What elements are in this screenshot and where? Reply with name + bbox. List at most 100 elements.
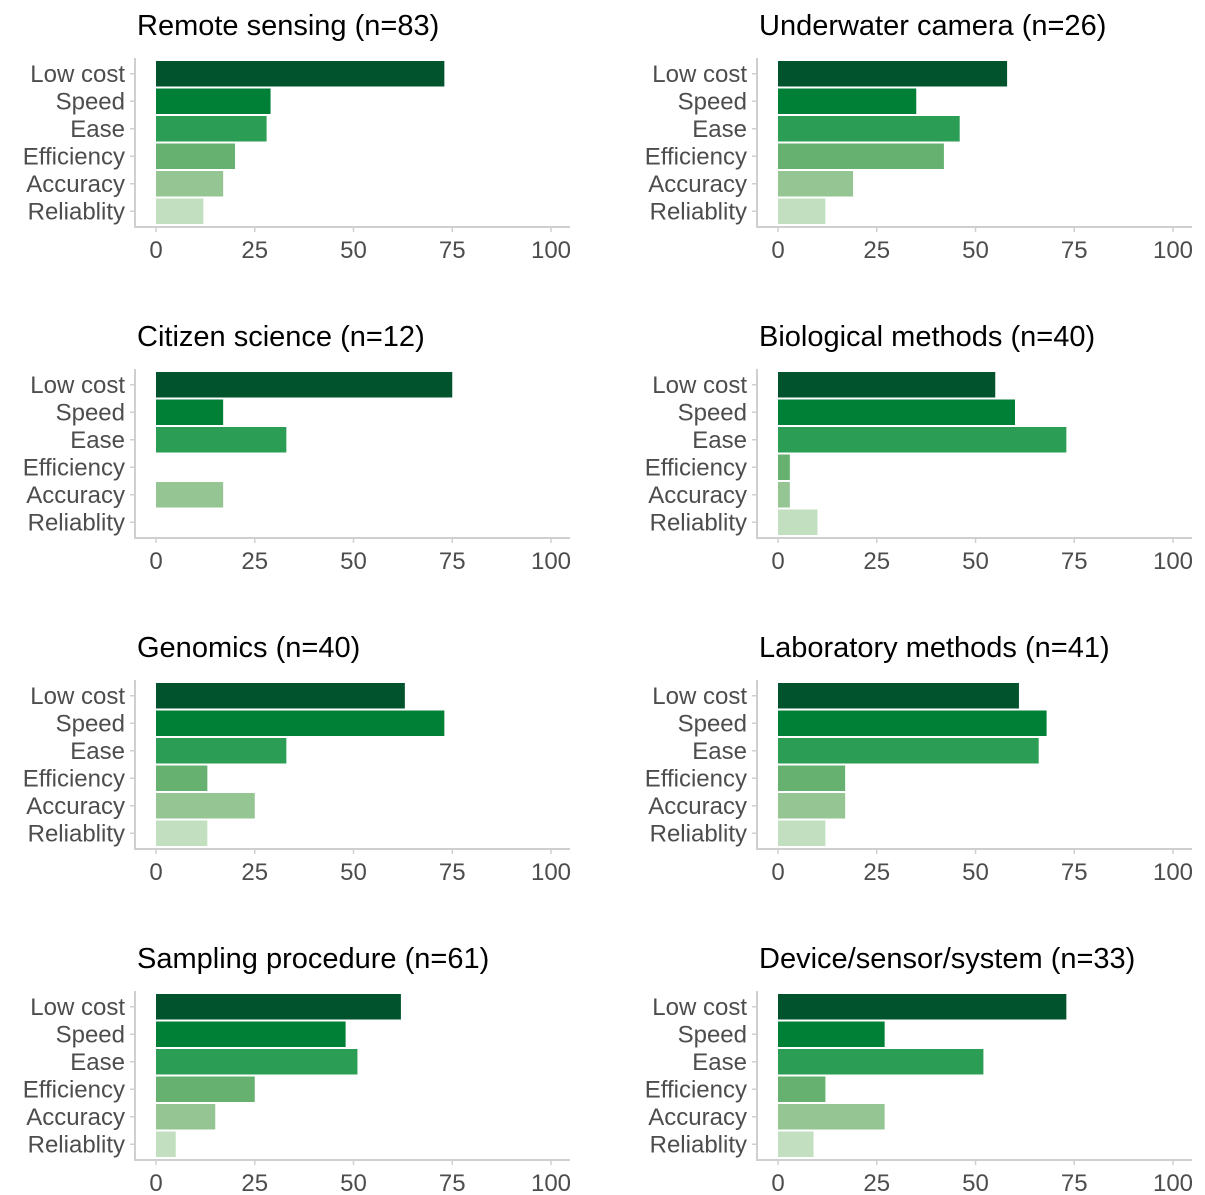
- category-label: Reliablity: [650, 509, 747, 536]
- category-label: Speed: [56, 88, 125, 115]
- x-tick-label: 75: [439, 237, 466, 264]
- bar-speed: [156, 88, 271, 114]
- category-label: Low cost: [30, 61, 125, 88]
- category-label: Efficiency: [23, 1076, 125, 1103]
- category-label: Efficiency: [645, 765, 747, 792]
- bar-ease: [778, 427, 1067, 453]
- bar-accuracy: [156, 171, 224, 197]
- x-tick-label: 100: [531, 237, 571, 264]
- category-label: Efficiency: [645, 454, 747, 481]
- category-label: Speed: [678, 88, 747, 115]
- category-label: Accuracy: [26, 1104, 125, 1131]
- category-label: Speed: [678, 710, 747, 737]
- x-tick-label: 50: [340, 237, 367, 264]
- category-label: Reliablity: [650, 820, 747, 847]
- category-label: Ease: [70, 738, 125, 765]
- category-label: Speed: [56, 399, 125, 426]
- x-tick-label: 0: [771, 548, 784, 575]
- x-tick-label: 50: [962, 1170, 989, 1195]
- x-tick-label: 0: [149, 548, 162, 575]
- panel-citizen-science: Citizen science (n=12) Low costSpeedEaseE…: [23, 321, 571, 575]
- panel-underwater-camera: Underwater camera (n=26) Low costSpeedEas…: [645, 10, 1193, 264]
- bar-speed: [156, 399, 224, 425]
- bar-ease: [156, 427, 287, 453]
- x-tick-label: 50: [340, 1170, 367, 1195]
- panel-device-sensor-system: Device/sensor/system (n=33) Low costSpeed…: [645, 943, 1193, 1195]
- category-label: Ease: [692, 738, 747, 765]
- category-label: Low cost: [30, 372, 125, 399]
- panel-laboratory-methods: Laboratory methods (n=41) Low costSpeedEa…: [645, 632, 1193, 886]
- x-tick-label: 100: [531, 548, 571, 575]
- category-label: Low cost: [30, 683, 125, 710]
- x-tick-label: 75: [1061, 548, 1088, 575]
- panel-title: Remote sensing (n=83): [137, 10, 439, 42]
- bar-speed: [156, 1021, 346, 1047]
- panel-genomics: Genomics (n=40) Low costSpeedEaseEfficien…: [23, 632, 571, 886]
- panel-title: Citizen science (n=12): [137, 321, 425, 353]
- category-label: Speed: [678, 399, 747, 426]
- bar-speed: [778, 1021, 885, 1047]
- bar-efficiency: [778, 765, 846, 791]
- category-label: Accuracy: [648, 171, 747, 198]
- bar-low-cost: [156, 683, 405, 709]
- x-tick-label: 25: [863, 859, 890, 886]
- bar-accuracy: [778, 1104, 885, 1130]
- x-tick-label: 25: [863, 1170, 890, 1195]
- bar-low-cost: [778, 683, 1019, 709]
- category-label: Ease: [692, 427, 747, 454]
- panel-title: Underwater camera (n=26): [759, 10, 1106, 42]
- x-tick-label: 25: [863, 548, 890, 575]
- x-tick-label: 50: [962, 548, 989, 575]
- bar-speed: [778, 710, 1047, 736]
- category-label: Reliablity: [28, 820, 125, 847]
- x-tick-label: 100: [531, 859, 571, 886]
- bar-ease: [778, 1049, 984, 1075]
- category-label: Ease: [692, 116, 747, 143]
- bar-reliablity: [778, 509, 818, 535]
- panel-title: Device/sensor/system (n=33): [759, 943, 1135, 975]
- x-tick-label: 100: [1153, 859, 1193, 886]
- category-label: Ease: [70, 1049, 125, 1076]
- x-tick-label: 0: [771, 1170, 784, 1195]
- panel-title: Sampling procedure (n=61): [137, 943, 489, 975]
- category-label: Reliablity: [28, 1131, 125, 1158]
- bar-speed: [778, 88, 917, 114]
- bar-low-cost: [156, 61, 445, 87]
- category-label: Speed: [678, 1021, 747, 1048]
- bar-speed: [156, 710, 445, 736]
- x-tick-label: 75: [439, 859, 466, 886]
- x-tick-label: 100: [1153, 1170, 1193, 1195]
- category-label: Ease: [692, 1049, 747, 1076]
- bar-efficiency: [778, 143, 944, 169]
- bar-accuracy: [778, 171, 854, 197]
- panel-title: Laboratory methods (n=41): [759, 632, 1110, 664]
- x-tick-label: 75: [439, 1170, 466, 1195]
- x-tick-label: 50: [340, 548, 367, 575]
- bar-low-cost: [778, 61, 1008, 87]
- category-label: Low cost: [652, 372, 747, 399]
- bar-low-cost: [778, 994, 1067, 1020]
- panel-title: Biological methods (n=40): [759, 321, 1095, 353]
- category-label: Ease: [70, 116, 125, 143]
- category-label: Efficiency: [23, 143, 125, 170]
- x-tick-label: 50: [340, 859, 367, 886]
- panel-remote-sensing: Remote sensing (n=83) Low costSpeedEaseEf…: [23, 10, 571, 264]
- x-tick-label: 25: [241, 859, 268, 886]
- x-tick-label: 25: [241, 548, 268, 575]
- x-tick-label: 100: [1153, 548, 1193, 575]
- x-tick-label: 75: [439, 548, 466, 575]
- category-label: Accuracy: [26, 171, 125, 198]
- bar-reliablity: [778, 1131, 814, 1157]
- x-tick-label: 25: [863, 237, 890, 264]
- category-label: Reliablity: [650, 198, 747, 225]
- category-label: Low cost: [652, 683, 747, 710]
- x-tick-label: 50: [962, 859, 989, 886]
- bar-efficiency: [778, 1076, 826, 1102]
- panel-title: Genomics (n=40): [137, 632, 360, 664]
- bar-accuracy: [778, 482, 790, 508]
- panel-sampling-procedure: Sampling procedure (n=61) Low costSpeedEa…: [23, 943, 571, 1195]
- bar-low-cost: [156, 994, 401, 1020]
- bar-low-cost: [156, 372, 453, 398]
- x-tick-label: 0: [771, 237, 784, 264]
